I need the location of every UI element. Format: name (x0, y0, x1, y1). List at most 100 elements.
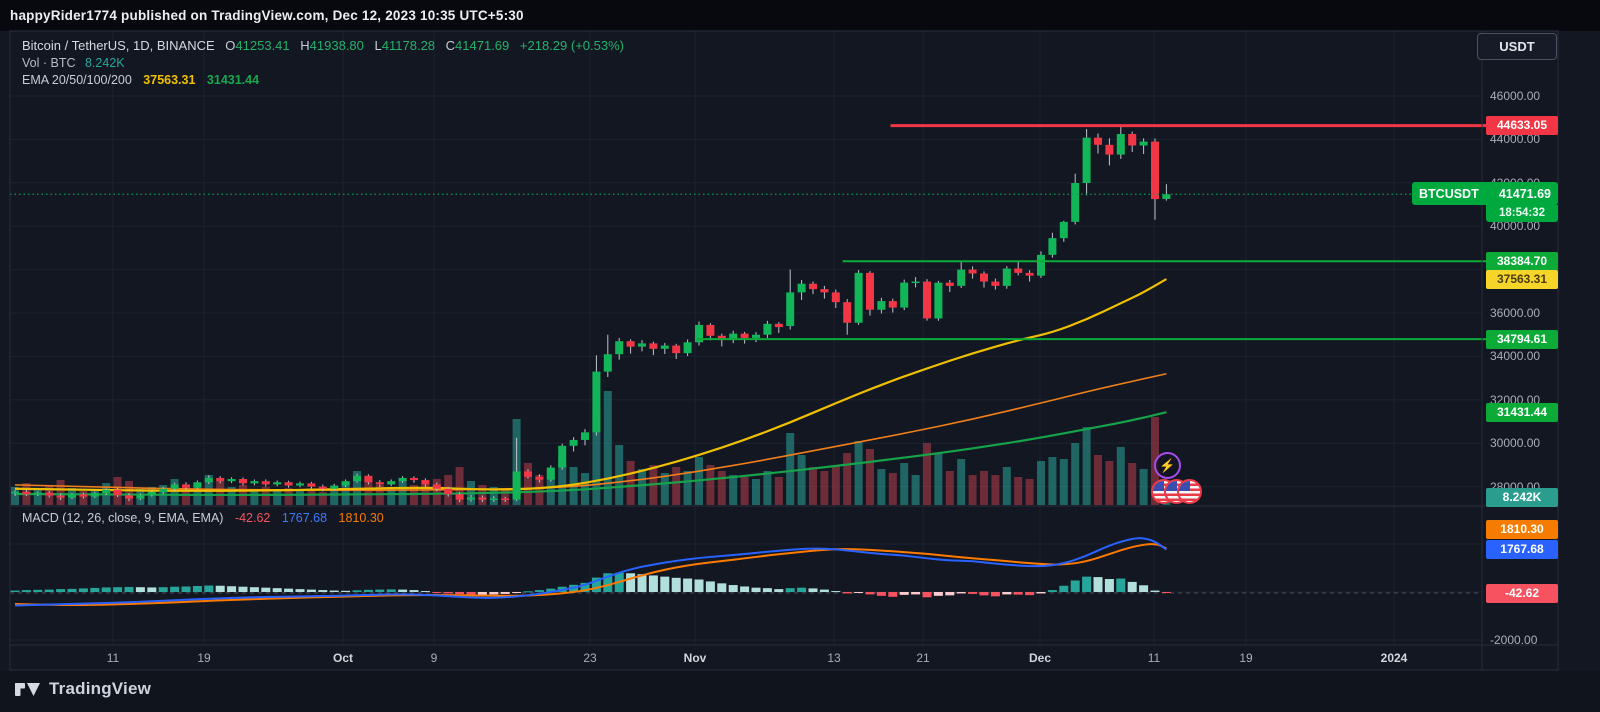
macd-hist-bar (21, 590, 31, 592)
macd-hist-bar (466, 592, 476, 595)
volume-bar (603, 391, 612, 505)
candle-body (261, 481, 270, 485)
volume-bar (330, 490, 339, 505)
volume-bar (478, 485, 487, 505)
macd-hist-bar (865, 592, 875, 595)
volume-bar (923, 443, 931, 505)
tradingview-logo-icon[interactable] (14, 680, 41, 699)
candle-body (558, 445, 567, 468)
volume-bar (809, 467, 817, 505)
volume-bar (638, 469, 646, 505)
volume-bar (307, 489, 316, 505)
candle-body (1151, 141, 1159, 200)
tradingview-brand-text[interactable]: TradingView (49, 679, 152, 698)
candle-body (866, 272, 874, 310)
candle-body (501, 498, 510, 501)
time-axis-label: 19 (1239, 651, 1253, 665)
candle-body (387, 481, 396, 485)
axis-price-badge: 34794.61 (1486, 329, 1558, 349)
macd-hist-bar (1002, 592, 1012, 595)
volume-bar (763, 471, 772, 505)
macd-hist-bar (1082, 576, 1092, 592)
volume-bar (683, 471, 692, 505)
candle-body (911, 281, 920, 284)
candle-body (934, 282, 943, 319)
change-value: +218.29 (+0.53%) (519, 38, 624, 53)
volume-bar (717, 471, 726, 505)
candle-body (273, 482, 282, 485)
macd-hist-bar (671, 577, 681, 592)
volume-bar (991, 475, 1000, 505)
macd-hist-bar (785, 588, 795, 592)
volume-bar (170, 479, 179, 505)
ema-status-row[interactable]: EMA 20/50/100/200 37563.31 31431.44 (22, 73, 259, 87)
us-flag-icon[interactable] (1177, 479, 1202, 504)
macd-hist-bar (306, 589, 316, 592)
volume-bar (968, 475, 977, 505)
macd-hist-bar (181, 586, 191, 592)
symbol-status-row[interactable]: Bitcoin / TetherUS, 1D, BINANCE O41253.4… (22, 38, 624, 53)
macd-hist-bar (945, 592, 955, 596)
volume-bar (592, 409, 601, 505)
candle-body (102, 489, 111, 494)
candle-body (763, 323, 772, 335)
candle-body (147, 492, 156, 496)
low-label: L (374, 38, 382, 53)
candle-body (980, 273, 988, 282)
macd-hist-bar (660, 576, 670, 592)
candle-body (535, 476, 544, 480)
candle-body (1128, 133, 1137, 146)
candle-body (809, 283, 817, 290)
macd-hist-bar (1059, 585, 1069, 592)
macd-hist-bar (375, 589, 385, 592)
volume-bar (125, 481, 133, 505)
candle-body (615, 341, 624, 355)
macd-hist-bar (477, 592, 487, 595)
macd-hist-bar (227, 586, 237, 592)
reaction-lightning-icon[interactable]: ⚡ (1154, 452, 1181, 479)
ema50-line (14, 278, 1167, 492)
candle-body (444, 488, 453, 495)
macd-hist-bar (1139, 585, 1149, 592)
macd-hist-bar (284, 588, 294, 592)
macd-signal-value: 1810.30 (338, 511, 384, 525)
macd-hist-bar (626, 573, 636, 592)
macd-hist-bar (329, 590, 339, 592)
macd-hist-bar (648, 575, 658, 592)
badge-symbol: BTCUSDT (1419, 186, 1479, 201)
price-axis-label: 46000.00 (1490, 89, 1541, 103)
volume-bar (672, 467, 681, 505)
candle-body (774, 323, 783, 328)
volume-value: 8.242K (84, 56, 125, 70)
macd-hist-bar (603, 573, 613, 592)
macd-hist-bar (56, 589, 66, 592)
macd-line (14, 537, 1167, 607)
candle-body (945, 282, 954, 286)
macd-hist-bar (637, 574, 647, 592)
ema-label: EMA 20/50/100/200 (22, 73, 132, 87)
macd-hist-bar (443, 592, 453, 594)
symbol-title[interactable]: Bitcoin / TetherUS, 1D, BINANCE (22, 38, 215, 53)
macd-status-row[interactable]: MACD (12, 26, close, 9, EMA, EMA) -42.62… (22, 511, 384, 525)
candle-body (1025, 272, 1034, 276)
reaction-flag-icons[interactable] (1151, 479, 1202, 504)
currency-toggle-button[interactable]: USDT (1477, 33, 1557, 60)
macd-hist-bar (876, 592, 886, 596)
volume-bar (1025, 479, 1034, 505)
candle-body (797, 283, 806, 293)
candle-body (752, 334, 760, 338)
volume-bar (843, 453, 852, 505)
volume-bar (911, 475, 920, 505)
volume-bar (888, 473, 897, 505)
macd-hist-bar (751, 587, 761, 592)
candle-body (729, 333, 738, 341)
candle-body (603, 354, 612, 372)
volume-bar (1105, 461, 1114, 505)
candle-body (888, 301, 897, 308)
volume-bar (626, 461, 635, 505)
time-axis-label: 11 (106, 651, 120, 665)
candle-body (33, 492, 42, 495)
volume-status-row[interactable]: Vol · BTC 8.242K (22, 56, 125, 70)
publisher-text: happyRider1774 published on TradingView.… (10, 8, 524, 23)
